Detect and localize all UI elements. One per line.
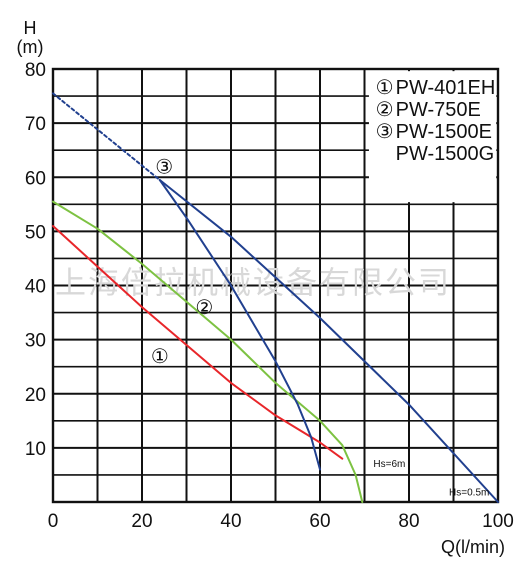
series-1-marker-label: ①	[151, 344, 169, 368]
legend-marker: ③	[376, 121, 394, 143]
x-tick-label: 100	[482, 511, 514, 532]
x-tick-label: 40	[220, 511, 241, 532]
y-tick-label: 70	[25, 114, 46, 135]
x-tick-label: 60	[309, 511, 330, 532]
series-2-line	[52, 200, 364, 503]
x-axis-label: Q(l/min)	[441, 537, 505, 557]
legend-marker: ②	[376, 99, 394, 121]
y-tick-label: 30	[25, 331, 46, 352]
plot-frame	[51, 67, 500, 504]
legend-entry: PW-1500E	[396, 121, 492, 143]
series-markers: ① ② ③	[151, 154, 213, 367]
legend-entry: PW-1500G	[396, 143, 495, 165]
y-tick-label: 50	[25, 222, 46, 243]
axis-ticks: 0 20 40 60 80 100 10 20 30 40 50 60 70 80	[25, 60, 514, 532]
y-axis-label: H	[24, 18, 37, 38]
series-3-branch-1	[158, 179, 321, 471]
series-3-marker-label: ③	[155, 154, 173, 178]
watermark-text: 上海倍拉机械设备有限公司	[55, 266, 451, 302]
legend-background	[368, 71, 497, 203]
legend-entry: PW-401EH	[396, 77, 496, 99]
annotations: Hs=6m Hs=0.5m	[373, 459, 489, 499]
x-tick-label: 80	[398, 511, 419, 532]
y-axis-unit: (m)	[17, 37, 44, 57]
series-2-marker-label: ②	[195, 295, 213, 319]
annotation-label: Hs=0.5m	[449, 488, 489, 499]
legend-entry: PW-750E	[396, 99, 481, 121]
y-tick-label: 60	[25, 168, 46, 189]
series-lines	[52, 92, 499, 503]
y-tick-label: 20	[25, 385, 46, 406]
y-tick-label: 40	[25, 277, 46, 298]
y-tick-label: 10	[25, 439, 46, 460]
y-tick-label: 80	[25, 60, 46, 81]
series-3-branch-2	[158, 179, 499, 503]
series-3-dashed-extension	[52, 92, 161, 181]
x-tick-label: 0	[48, 511, 59, 532]
series-1-line	[52, 225, 344, 460]
legend-marker: ①	[376, 77, 394, 99]
annotation-label: Hs=6m	[373, 459, 405, 470]
x-tick-label: 20	[131, 511, 152, 532]
